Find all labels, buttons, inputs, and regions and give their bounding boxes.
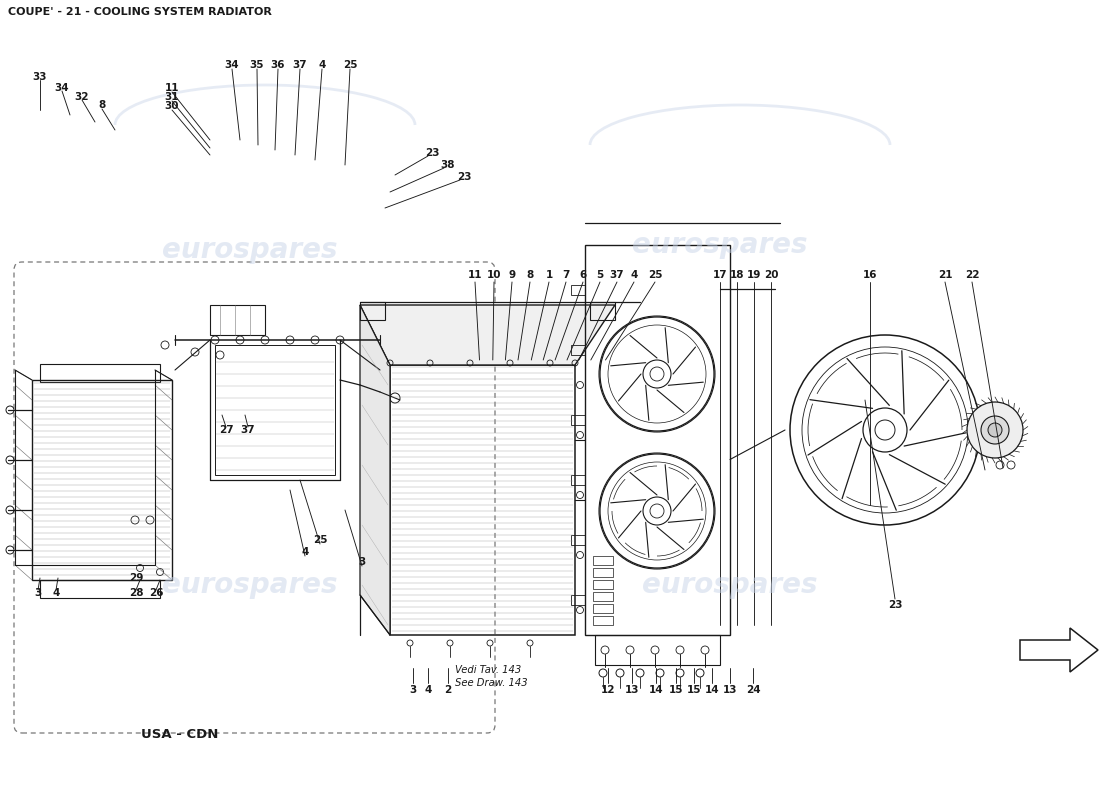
Text: 25: 25 <box>312 535 328 545</box>
Bar <box>360 302 385 320</box>
Text: COUPE' - 21 - COOLING SYSTEM RADIATOR: COUPE' - 21 - COOLING SYSTEM RADIATOR <box>8 7 272 17</box>
Text: 3: 3 <box>34 588 42 598</box>
Bar <box>571 345 585 355</box>
Text: 21: 21 <box>937 270 953 280</box>
Bar <box>571 415 585 425</box>
Text: 1: 1 <box>546 270 552 280</box>
Text: eurospares: eurospares <box>163 236 338 264</box>
Text: 29: 29 <box>129 573 143 583</box>
Text: 25: 25 <box>648 270 662 280</box>
Text: 14: 14 <box>649 685 663 695</box>
Text: 2: 2 <box>444 685 452 695</box>
Polygon shape <box>1020 628 1098 672</box>
Text: USA - CDN: USA - CDN <box>141 728 219 741</box>
Text: 15: 15 <box>686 685 702 695</box>
Text: 16: 16 <box>862 270 878 280</box>
Bar <box>571 475 585 485</box>
Text: 5: 5 <box>596 270 604 280</box>
Text: 4: 4 <box>318 60 326 70</box>
Bar <box>571 535 585 545</box>
Text: eurospares: eurospares <box>642 571 817 599</box>
Text: 32: 32 <box>75 92 89 102</box>
Text: 12: 12 <box>601 685 615 695</box>
Polygon shape <box>360 305 615 365</box>
Text: 37: 37 <box>609 270 625 280</box>
Bar <box>593 592 613 601</box>
Text: 34: 34 <box>224 60 240 70</box>
Text: 11: 11 <box>165 83 179 93</box>
Text: 4: 4 <box>630 270 638 280</box>
Text: 3: 3 <box>409 685 417 695</box>
Bar <box>210 305 265 335</box>
Text: 24: 24 <box>746 685 760 695</box>
Text: 9: 9 <box>508 270 516 280</box>
Text: See Draw. 143: See Draw. 143 <box>455 678 528 688</box>
Bar <box>390 365 575 635</box>
Text: 8: 8 <box>527 270 534 280</box>
Text: 33: 33 <box>33 72 47 82</box>
Text: 4: 4 <box>301 547 309 557</box>
Text: 30: 30 <box>165 101 179 111</box>
Bar <box>595 635 720 665</box>
Bar <box>593 604 613 613</box>
Text: 23: 23 <box>425 148 439 158</box>
Text: 23: 23 <box>888 600 902 610</box>
Text: 31: 31 <box>165 92 179 102</box>
Bar <box>571 595 585 605</box>
Polygon shape <box>360 305 390 635</box>
Bar <box>585 245 730 635</box>
Bar <box>593 568 613 577</box>
Bar <box>32 380 172 580</box>
Text: eurospares: eurospares <box>163 571 338 599</box>
Circle shape <box>988 423 1002 437</box>
Text: 34: 34 <box>55 83 69 93</box>
Text: 8: 8 <box>98 100 106 110</box>
Text: 36: 36 <box>271 60 285 70</box>
Text: 11: 11 <box>468 270 482 280</box>
Bar <box>40 364 159 382</box>
Text: 6: 6 <box>580 270 586 280</box>
Text: eurospares: eurospares <box>632 231 807 259</box>
Text: 38: 38 <box>441 160 455 170</box>
Text: 22: 22 <box>965 270 979 280</box>
Text: 14: 14 <box>705 685 719 695</box>
Text: 37: 37 <box>241 425 255 435</box>
Text: 3: 3 <box>359 557 365 567</box>
Bar <box>214 345 336 475</box>
Bar <box>593 580 613 589</box>
Text: 35: 35 <box>250 60 264 70</box>
Text: 20: 20 <box>763 270 779 280</box>
Circle shape <box>967 402 1023 458</box>
Bar <box>593 616 613 625</box>
Bar <box>590 302 615 320</box>
Text: 10: 10 <box>486 270 502 280</box>
Text: 4: 4 <box>53 588 59 598</box>
Text: 27: 27 <box>219 425 233 435</box>
Text: 23: 23 <box>456 172 471 182</box>
Bar <box>593 556 613 565</box>
Text: 7: 7 <box>562 270 570 280</box>
Bar <box>571 285 585 295</box>
Circle shape <box>981 416 1009 444</box>
Text: 17: 17 <box>713 270 727 280</box>
Text: 13: 13 <box>723 685 737 695</box>
Text: 18: 18 <box>729 270 745 280</box>
Text: 26: 26 <box>148 588 163 598</box>
Text: 15: 15 <box>669 685 683 695</box>
Text: Vedi Tav. 143: Vedi Tav. 143 <box>455 665 521 675</box>
Bar <box>40 580 159 598</box>
Text: 4: 4 <box>425 685 431 695</box>
Text: 13: 13 <box>625 685 639 695</box>
Text: 25: 25 <box>343 60 358 70</box>
Text: 37: 37 <box>293 60 307 70</box>
Text: 28: 28 <box>129 588 143 598</box>
Text: 19: 19 <box>747 270 761 280</box>
